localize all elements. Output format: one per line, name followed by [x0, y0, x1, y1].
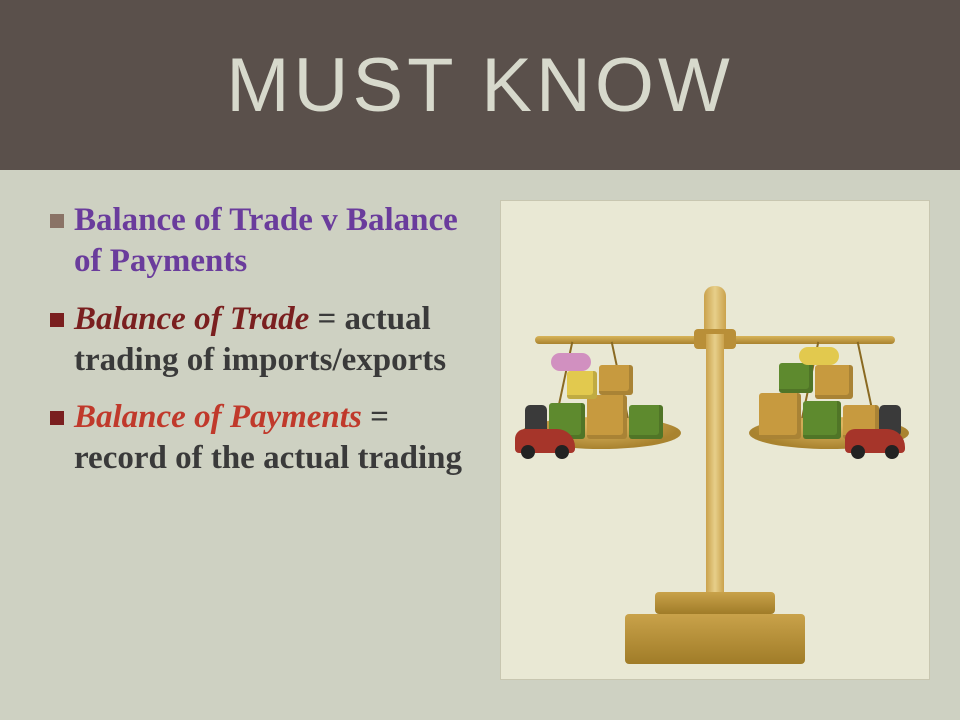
scale-base — [625, 614, 805, 664]
roll-icon — [799, 347, 839, 365]
goods-right — [749, 329, 909, 439]
bullet-text: Balance of Payments = record of the actu… — [74, 397, 480, 480]
text-segment: Balance of Payments — [74, 399, 362, 435]
crate-icon — [599, 365, 633, 395]
crate-icon — [803, 401, 841, 439]
bullet-marker-icon — [50, 411, 64, 425]
crate-icon — [779, 363, 813, 393]
car-icon — [515, 429, 575, 453]
crate-icon — [567, 371, 597, 399]
text-segment: Balance of Trade — [74, 301, 309, 337]
scale-illustration — [500, 200, 930, 680]
crate-icon — [587, 395, 627, 439]
bullet-item: Balance of Payments = record of the actu… — [50, 397, 480, 480]
text-segment: Balance of Trade — [74, 202, 313, 238]
scale-post — [706, 334, 724, 594]
crate-icon — [815, 365, 853, 399]
bullet-item: Balance of Trade v Balance of Payments — [50, 200, 480, 283]
car-icon — [845, 429, 905, 453]
title-bar: MUST KNOW — [0, 0, 960, 170]
slide: MUST KNOW Balance of Trade v Balance of … — [0, 0, 960, 720]
bullet-text: Balance of Trade = actual trading of imp… — [74, 299, 480, 382]
bullet-marker-icon — [50, 214, 64, 228]
bullet-list: Balance of Trade v Balance of Payments B… — [50, 200, 480, 680]
bullet-item: Balance of Trade = actual trading of imp… — [50, 299, 480, 382]
slide-title: MUST KNOW — [226, 42, 733, 129]
bullet-marker-icon — [50, 313, 64, 327]
goods-left — [521, 329, 681, 439]
content-row: Balance of Trade v Balance of Payments B… — [0, 170, 960, 700]
bullet-text: Balance of Trade v Balance of Payments — [74, 200, 480, 283]
scale-finial — [704, 286, 726, 334]
roll-icon — [551, 353, 591, 371]
crate-icon — [629, 405, 663, 439]
crate-icon — [759, 393, 801, 439]
